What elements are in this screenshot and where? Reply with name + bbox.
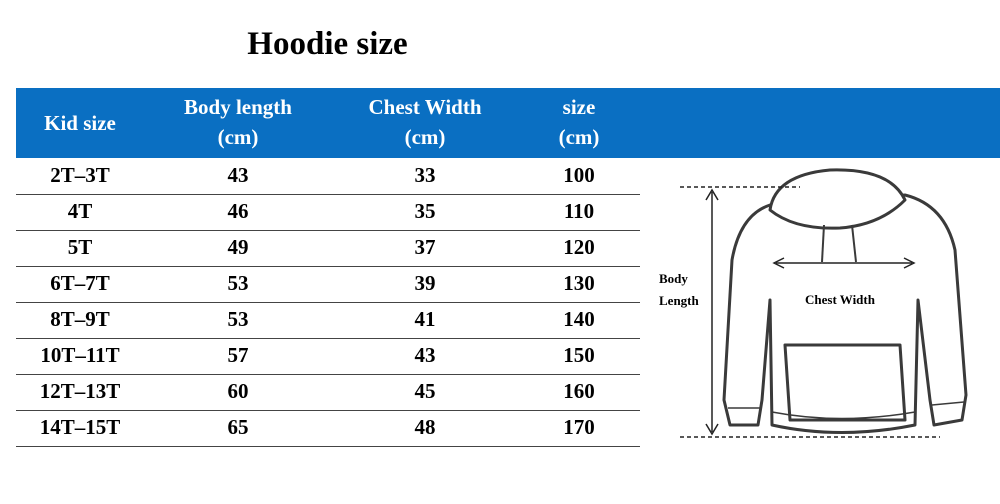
- table-cell: 5T: [67, 235, 93, 259]
- row-rule: [16, 338, 640, 339]
- row-rule: [16, 230, 640, 231]
- column-header: (cm): [404, 125, 446, 149]
- table-cell: 160: [563, 379, 595, 403]
- column-header: Chest Width: [368, 95, 482, 119]
- table-header: Kid size Body length (cm) Chest Width (cm) si…: [16, 88, 1000, 158]
- row-rule: [16, 446, 640, 447]
- column-header: (cm): [558, 125, 600, 149]
- column-header: (cm): [217, 125, 259, 149]
- table-cell: 2T–3T: [50, 163, 110, 187]
- table-cell: 6T–7T: [50, 271, 110, 295]
- table-cell: 43: [227, 163, 249, 187]
- table-cell: 53: [227, 271, 249, 295]
- table-cell: 120: [563, 235, 595, 259]
- body-length-label: Body: [659, 271, 688, 286]
- table-cell: 12T–13T: [39, 379, 121, 403]
- table-cell: 48: [414, 415, 436, 439]
- table-cell: 10T–11T: [40, 343, 120, 367]
- cuff-seam: [728, 401, 965, 420]
- table-cell: 46: [227, 199, 249, 223]
- chest-width-label: Chest Width: [805, 292, 876, 307]
- table-cell: 110: [563, 199, 595, 223]
- row-rule: [16, 266, 640, 267]
- table-cell: 4T: [67, 199, 93, 223]
- table-cell: 41: [414, 307, 436, 331]
- drawstring: [821, 224, 825, 263]
- body-length-label: Length: [659, 293, 700, 308]
- page-title: Hoodie size: [247, 26, 408, 62]
- row-rule: [16, 194, 640, 195]
- table-cell: 65: [227, 415, 249, 439]
- table-cell: 43: [414, 343, 436, 367]
- arrow-head: [705, 188, 719, 436]
- table-cell: 39: [414, 271, 436, 295]
- drawstring: [851, 224, 857, 263]
- table-cell: 100: [563, 163, 595, 187]
- table-cell: 60: [227, 379, 249, 403]
- row-rule: [16, 302, 640, 303]
- row-rule: [16, 410, 640, 411]
- table-cell: 33: [414, 163, 436, 187]
- arrow-head: [772, 257, 916, 269]
- table-cell: 35: [414, 199, 436, 223]
- row-rule: [16, 374, 640, 375]
- hoodie-pocket: [783, 343, 907, 422]
- hoodie-hood: [768, 168, 907, 230]
- table-cell: 140: [563, 307, 595, 331]
- table-cell: 170: [563, 415, 595, 439]
- table-cell: 57: [227, 343, 249, 367]
- table-cell: 53: [227, 307, 249, 331]
- table-cell: 37: [414, 235, 436, 259]
- table-cell: 150: [563, 343, 595, 367]
- column-header: Kid size: [44, 111, 116, 135]
- column-header: Body length: [184, 95, 292, 119]
- table-cell: 14T–15T: [39, 415, 121, 439]
- table-cell: 130: [563, 271, 595, 295]
- table-cell: 8T–9T: [50, 307, 110, 331]
- table-cell: 45: [414, 379, 436, 403]
- column-header: size: [562, 95, 596, 119]
- table-cell: 49: [227, 235, 249, 259]
- hoodie-body: [722, 193, 968, 434]
